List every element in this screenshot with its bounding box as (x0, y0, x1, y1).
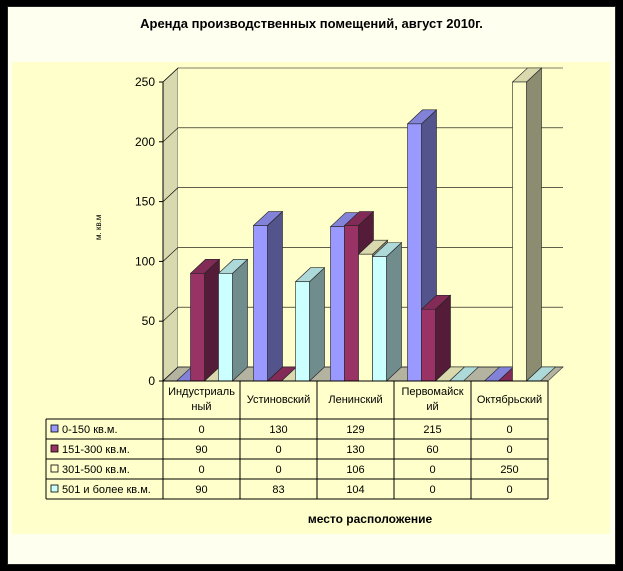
bar-side (267, 210, 283, 382)
bar (253, 225, 268, 382)
bar (344, 225, 359, 382)
table-cell: 130 (346, 444, 364, 456)
table-cell: 0 (198, 464, 204, 476)
table-cell: 0 (506, 444, 512, 456)
legend-key (50, 444, 59, 453)
y-tick-label: 250 (135, 75, 155, 89)
bar (407, 123, 422, 382)
table-cell: 60 (426, 444, 438, 456)
legend-label: 501 и более кв.м. (62, 484, 151, 496)
table-cell: 90 (195, 484, 207, 496)
y-tick-label: 200 (135, 135, 155, 149)
legend-key (50, 424, 59, 433)
bar-side (232, 258, 248, 382)
bar-side (309, 267, 325, 382)
table-cell: 0 (275, 444, 281, 456)
bar (218, 273, 233, 382)
bar (190, 273, 205, 382)
bar (358, 253, 373, 382)
table-cell: 130 (269, 424, 287, 436)
y-tick-label: 150 (135, 195, 155, 209)
bar (295, 281, 310, 382)
bar (512, 81, 527, 382)
category-label: Первомайск (401, 386, 463, 398)
legend-key (50, 484, 59, 493)
category-label: Ленинский (328, 394, 382, 406)
side-wall (162, 67, 179, 382)
bar-side (386, 241, 402, 382)
y-tick-label: 50 (142, 314, 156, 328)
table-cell: 0 (275, 464, 281, 476)
bar (421, 308, 436, 382)
category-label: Октябрьский (477, 394, 542, 406)
table-cell: 83 (272, 484, 284, 496)
category-label: ный (191, 401, 211, 413)
chart-title: Аренда производственных помещений, авгус… (140, 16, 483, 31)
table-cell: 104 (346, 484, 364, 496)
y-tick-label: 100 (135, 254, 155, 268)
x-axis-label: место расположение (307, 512, 433, 526)
table-cell: 0 (198, 424, 204, 436)
table-cell: 0 (429, 464, 435, 476)
table-cell: 106 (346, 464, 364, 476)
gridline (162, 67, 563, 83)
bar-side (204, 258, 220, 382)
category-label: ий (426, 401, 438, 413)
bar (372, 256, 387, 382)
category-label: Устиновский (247, 394, 310, 406)
category-label: Индустриаль (168, 386, 235, 398)
table-cell: 215 (423, 424, 441, 436)
y-tick-label: 0 (148, 374, 155, 388)
table-cell: 250 (500, 464, 518, 476)
table-cell: 129 (346, 424, 364, 436)
bar (330, 226, 345, 382)
legend-label: 0-150 кв.м. (62, 424, 118, 436)
table-cell: 0 (429, 484, 435, 496)
table-cell: 90 (195, 444, 207, 456)
legend-label: 151-300 кв.м. (62, 444, 130, 456)
bar-side (435, 294, 451, 382)
legend-key (50, 464, 59, 473)
table-cell: 0 (506, 484, 512, 496)
legend-label: 301-500 кв.м. (62, 464, 130, 476)
bar-side (526, 67, 542, 382)
table-cell: 0 (506, 424, 512, 436)
